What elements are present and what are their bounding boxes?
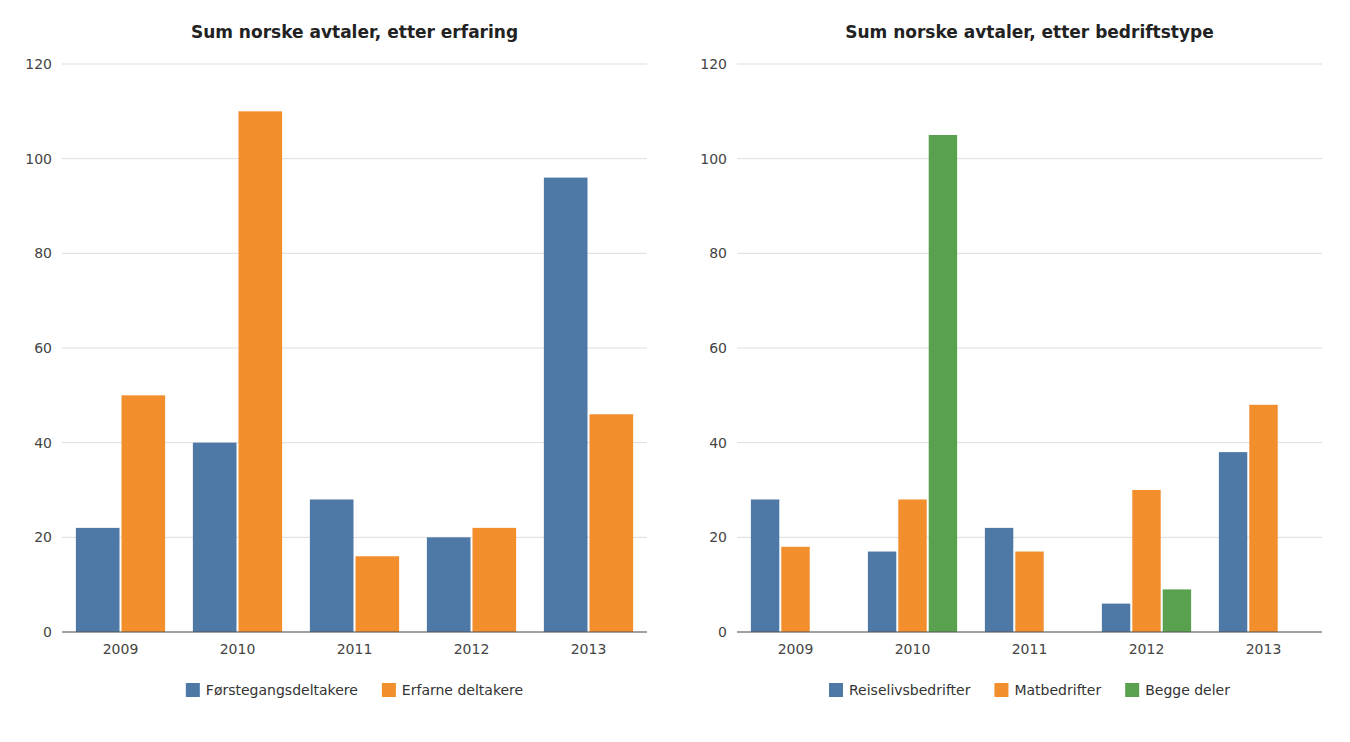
grid-line [737, 348, 1322, 349]
legend-swatch [186, 683, 200, 697]
bar [1015, 552, 1043, 632]
legend-item: Matbedrifter [994, 682, 1101, 698]
grid-line [62, 158, 647, 159]
bar [781, 547, 809, 632]
chart-panel: Sum norske avtaler, etter bedriftstype 0 2… [700, 22, 1322, 698]
legend-swatch [994, 683, 1008, 697]
bar [310, 499, 354, 632]
x-tick-label: 2013 [571, 641, 607, 657]
bar [590, 414, 634, 632]
legend-label: Matbedrifter [1014, 682, 1101, 698]
y-tick-label: 80 [709, 245, 727, 261]
y-tick-label: 100 [700, 151, 727, 167]
legend: Førstegangsdeltakere Erfarne deltakere [186, 682, 523, 698]
grid [62, 64, 647, 632]
bar [239, 111, 283, 632]
y-tick-label: 80 [34, 245, 52, 261]
legend-label: Erfarne deltakere [402, 682, 523, 698]
y-tick-label: 20 [709, 529, 727, 545]
x-tick-label: 2009 [778, 641, 814, 657]
legend-swatch [1125, 683, 1139, 697]
y-tick-label: 20 [34, 529, 52, 545]
y-tick-label: 0 [43, 624, 52, 640]
chart-panel: Sum norske avtaler, etter erfaring 0 20 40 6… [25, 22, 647, 698]
grid-line [737, 158, 1322, 159]
y-tick-label: 60 [34, 340, 52, 356]
legend-label: Begge deler [1145, 682, 1230, 698]
x-tick-label: 2013 [1246, 641, 1282, 657]
bar [544, 178, 588, 632]
legend-item: Begge deler [1125, 682, 1230, 698]
x-tick-label: 2009 [103, 641, 139, 657]
chart-title: Sum norske avtaler, etter bedriftstype [845, 22, 1214, 42]
legend-label: Reiselivsbedrifter [849, 682, 971, 698]
x-axis-line [62, 632, 647, 633]
bar [76, 528, 120, 632]
grid-line [62, 632, 647, 633]
grid-line [737, 442, 1322, 443]
y-tick-label: 0 [718, 624, 727, 640]
y-tick-label: 120 [700, 56, 727, 72]
y-tick-label: 100 [25, 151, 52, 167]
legend-item: Erfarne deltakere [382, 682, 523, 698]
bar [427, 537, 471, 632]
bar [473, 528, 517, 632]
bar [1132, 490, 1160, 632]
legend-item: Førstegangsdeltakere [186, 682, 358, 698]
grid-line [737, 632, 1322, 633]
y-tick-label: 40 [709, 435, 727, 451]
bar [122, 395, 166, 632]
bar [356, 556, 400, 632]
x-tick-label: 2011 [337, 641, 373, 657]
bar [898, 499, 926, 632]
bar [1219, 452, 1247, 632]
bar [1249, 405, 1277, 632]
bar [985, 528, 1013, 632]
legend-label: Førstegangsdeltakere [206, 682, 358, 698]
y-tick-label: 120 [25, 56, 52, 72]
x-tick-label: 2010 [220, 641, 256, 657]
grid [737, 64, 1322, 632]
background [0, 0, 1350, 742]
chart-title: Sum norske avtaler, etter erfaring [191, 22, 518, 42]
y-tick-label: 60 [709, 340, 727, 356]
legend-swatch [382, 683, 396, 697]
bar [751, 499, 779, 632]
legend: Reiselivsbedrifter Matbedrifter Begge dele… [829, 682, 1230, 698]
grid-line [62, 64, 647, 65]
bars [76, 111, 633, 632]
y-tick-label: 40 [34, 435, 52, 451]
bar [868, 552, 896, 632]
legend-swatch [829, 683, 843, 697]
legend-item: Reiselivsbedrifter [829, 682, 971, 698]
grid-line [737, 64, 1322, 65]
x-tick-label: 2012 [454, 641, 490, 657]
x-tick-label: 2010 [895, 641, 931, 657]
bars [751, 135, 1278, 632]
bar [1163, 589, 1191, 632]
x-axis-line [737, 632, 1322, 633]
grid-line [737, 253, 1322, 254]
bar [929, 135, 957, 632]
bar [1102, 604, 1130, 632]
chart-canvas: Sum norske avtaler, etter erfaring 0 20 40 6… [0, 0, 1350, 742]
x-tick-label: 2012 [1129, 641, 1165, 657]
x-tick-label: 2011 [1012, 641, 1048, 657]
bar [193, 443, 237, 632]
